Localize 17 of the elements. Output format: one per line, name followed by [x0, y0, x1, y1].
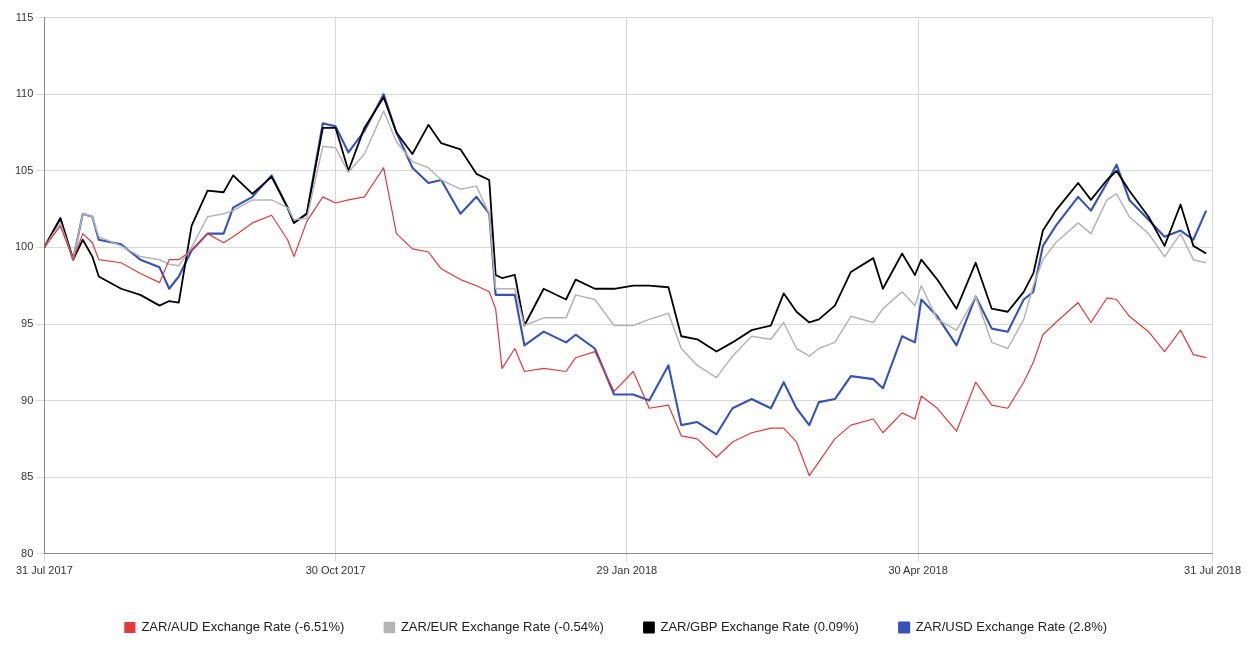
x-tick-label: 30 Oct 2017 [305, 564, 366, 577]
y-tick-label: 100 [14, 240, 34, 253]
y-tick-label: 80 [21, 546, 34, 559]
legend-label: ZAR/AUD Exchange Rate (-6.51%) [141, 619, 345, 635]
y-tick-label: 115 [15, 10, 34, 23]
y-tick-label: 95 [21, 317, 34, 330]
y-tick-label: 90 [21, 393, 34, 406]
x-tick-label: 30 Apr 2018 [888, 564, 948, 577]
y-tick-label: 85 [21, 470, 34, 483]
x-tick-label: 31 Jul 2017 [15, 564, 73, 577]
legend-label: ZAR/GBP Exchange Rate (0.09%) [660, 619, 859, 635]
legend-label: ZAR/EUR Exchange Rate (-0.54%) [400, 619, 604, 635]
y-tick-label: 110 [15, 87, 34, 100]
x-tick-label: 29 Jan 2018 [596, 564, 658, 577]
legend-label: ZAR/USD Exchange Rate (2.8%) [915, 619, 1108, 635]
x-tick-label: 31 Jul 2018 [1184, 564, 1242, 577]
y-tick-label: 105 [14, 163, 34, 176]
